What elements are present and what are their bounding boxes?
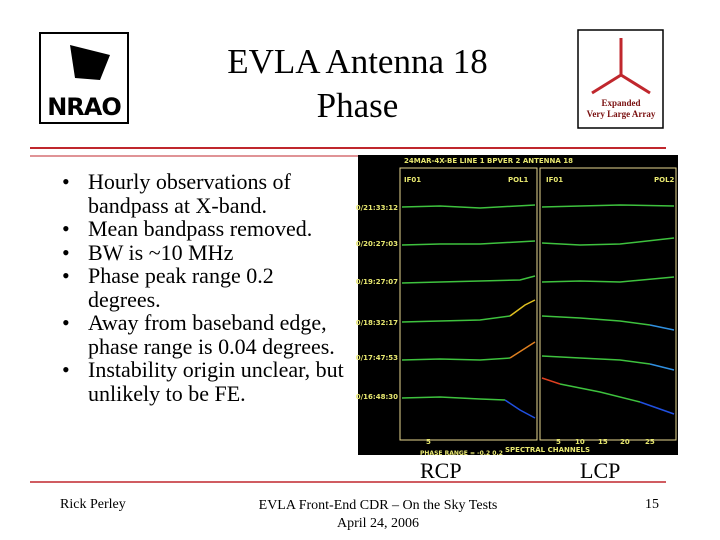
page-number: 15 [645,497,659,512]
panel-label: IF01 [546,176,563,184]
plot-title: 24MAR-4X-BE LINE 1 BPVER 2 ANTENNA 18 [404,157,573,165]
bullet: Phase peak range 0.2 degrees. [50,264,345,311]
bullet-list: Hourly observations of bandpass at X-ban… [50,170,345,405]
bullet: Hourly observations of bandpass at X-ban… [50,170,345,217]
row-label: 0/18:32:17 [356,319,398,327]
tick-label: 15 [598,438,608,446]
tick-label: 5 [556,438,561,446]
caption: RCP [420,458,462,483]
row-label: 0/19:27:07 [356,278,398,286]
tick-label: 10 [575,438,585,446]
title: EVLA Antenna 18 Phase [180,40,535,128]
footer-author: Rick Perley [60,497,126,512]
panel-label: IF01 [404,176,421,184]
bullet: Mean bandpass removed. [50,217,345,241]
evla-text: Very Large Array [587,109,656,119]
footer-line: EVLA Front-End CDR – On the Sky Tests [258,498,498,513]
tick-label: 25 [645,438,655,446]
title-line: EVLA Antenna 18 [227,42,488,81]
tick-label: 20 [620,438,630,446]
bullet: BW is ~10 MHz [50,240,345,265]
nrao-text: NRAO [47,93,121,121]
row-label: 0/16:48:30 [356,393,398,401]
bullet: Away from baseband edge, phase range is … [50,311,345,358]
footer-center: EVLA Front-End CDR – On the Sky Tests Ap… [228,497,528,533]
footer-line: April 24, 2006 [336,516,420,531]
nrao-logo [39,32,129,124]
x-label: SPECTRAL CHANNELS [505,446,590,454]
row-label: 0/20:27:03 [356,240,398,248]
dish-icon [70,45,110,80]
curves [401,204,675,419]
range-note: PHASE RANGE = -0.2 0.2 [420,450,503,457]
tripod-icon [591,38,651,95]
row-label: 0/17:47:53 [356,354,398,362]
tick-label: 5 [426,438,431,446]
evla-text: Expanded [601,98,640,108]
panel-label: POL1 [508,176,529,184]
bullet: Instability origin unclear, but unlikely… [50,358,345,405]
plot: 24MAR-4X-BE LINE 1 BPVER 2 ANTENNA 18 IF… [356,155,678,457]
title-line: Phase [316,86,399,125]
row-label: 0/21:33:12 [356,204,398,212]
caption: LCP [580,458,621,483]
panel-label: POL2 [654,176,675,184]
